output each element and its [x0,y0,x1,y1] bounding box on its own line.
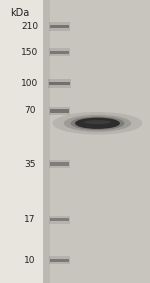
Ellipse shape [70,117,124,130]
Text: kDa: kDa [10,8,29,18]
Bar [43,0,50,283]
Bar [50,51,69,54]
Bar [49,22,70,31]
Bar [49,160,70,168]
Text: 100: 100 [21,79,39,88]
Bar [49,216,70,224]
Ellipse shape [75,118,120,129]
Bar [49,48,70,56]
Bar [48,80,70,87]
Text: 10: 10 [24,256,36,265]
Ellipse shape [52,112,142,135]
Text: 17: 17 [24,215,36,224]
Bar [49,256,70,264]
Text: 150: 150 [21,48,39,57]
Bar [50,162,69,166]
Ellipse shape [84,120,111,124]
Ellipse shape [64,115,131,132]
Text: 35: 35 [24,160,36,169]
Bar [43,0,150,283]
Bar [50,218,69,221]
Bar [50,259,69,262]
Bar [49,107,70,115]
Text: 210: 210 [21,22,39,31]
Text: 70: 70 [24,106,36,115]
Bar [50,25,69,28]
Bar [50,109,69,113]
Bar [49,82,70,85]
